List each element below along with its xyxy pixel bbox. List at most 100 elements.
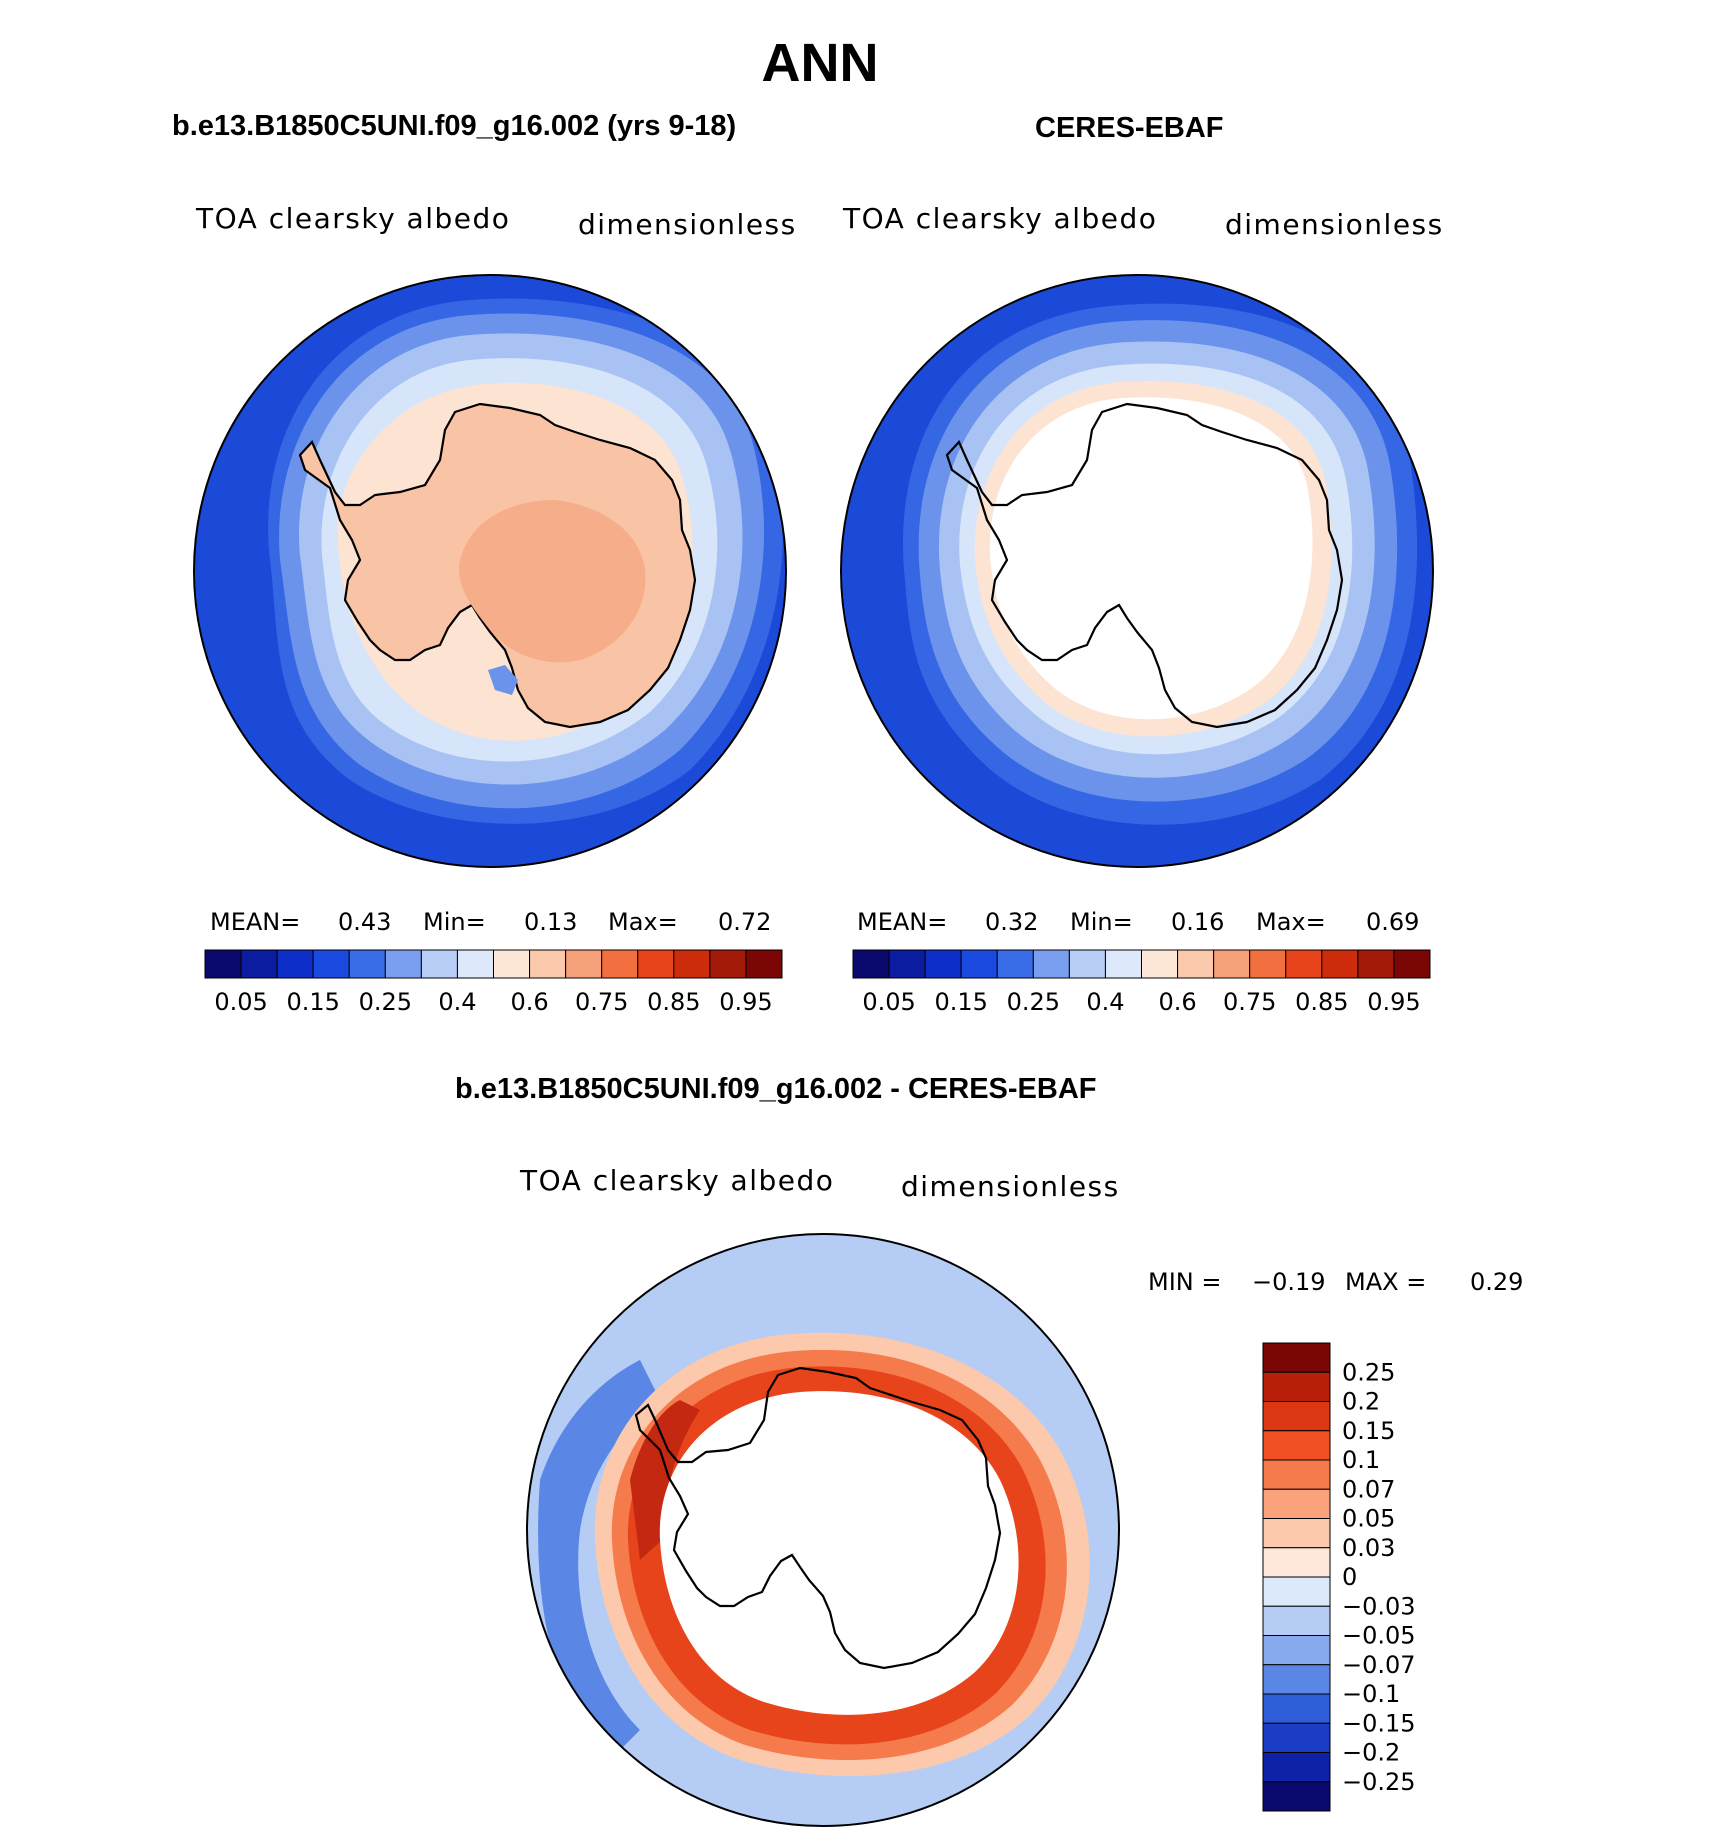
diff-colorbar-swatch	[1262, 1693, 1331, 1724]
diff-colorbar-tick-label: 0.15	[1342, 1417, 1395, 1445]
diff-colorbar-swatch	[1262, 1752, 1331, 1783]
diff-colorbar-tick-label: −0.1	[1342, 1680, 1400, 1708]
obs-colorbar-tick-label: 0.05	[862, 988, 915, 1016]
model-colorbar-tick-label: 0.05	[214, 988, 267, 1016]
obs-colorbar-tick-label: 0.4	[1086, 988, 1124, 1016]
model-colorbar-swatch	[312, 949, 350, 979]
diff-colorbar-tick-label: −0.05	[1342, 1622, 1416, 1650]
model-colorbar-swatch	[348, 949, 386, 979]
diff-colorbar-swatch	[1262, 1547, 1331, 1578]
diff-max-label: MAX =	[1345, 1268, 1427, 1296]
obs-colorbar-swatch	[996, 949, 1034, 979]
diff-colorbar-tick-label: 0.03	[1342, 1534, 1395, 1562]
diff-colorbar-swatch	[1262, 1781, 1331, 1812]
obs-missing	[989, 397, 1313, 720]
obs-colorbar-swatch	[1285, 949, 1323, 979]
model-interior	[459, 500, 646, 663]
diff-colorbar-tick-label: 0.1	[1342, 1446, 1380, 1474]
model-map-border	[193, 274, 787, 868]
obs-panel-title: CERES-EBAF	[1035, 112, 1224, 144]
obs-map-border	[840, 274, 1434, 868]
diff-colorbar-swatch	[1262, 1342, 1331, 1373]
model-variable-label: TOA clearsky albedo	[196, 202, 511, 235]
obs-colorbar-tick-label: 0.15	[934, 988, 987, 1016]
obs-colorbar-swatch	[1177, 949, 1215, 979]
obs-colorbar-tick-label: 0.6	[1158, 988, 1196, 1016]
diff-neg-west	[538, 1360, 660, 1760]
obs-map	[841, 275, 1433, 867]
model-colorbar-swatch	[709, 949, 747, 979]
model-units-label: dimensionless	[578, 208, 797, 241]
model-colorbar-tick-label: 0.85	[647, 988, 700, 1016]
diff-colorbar-tick-label: 0.2	[1342, 1388, 1380, 1416]
model-colorbar: 0.05 0.15 0.25 0.4 0.6 0.75 0.85 0.95	[204, 949, 783, 1016]
obs-units-label: dimensionless	[1225, 208, 1444, 241]
obs-colorbar-swatch	[1393, 949, 1431, 979]
diff-colorbar-swatch	[1262, 1430, 1331, 1461]
diff-min-label: MIN =	[1148, 1268, 1222, 1296]
obs-colorbar-tick-label: 0.95	[1367, 988, 1420, 1016]
diff-colorbar-swatch	[1262, 1635, 1331, 1666]
model-colorbar-swatch	[673, 949, 711, 979]
diff-max-value: 0.29	[1470, 1268, 1524, 1296]
model-min-value: 0.13	[524, 908, 578, 936]
diff-colorbar-swatch	[1262, 1518, 1331, 1549]
model-colorbar-swatch	[745, 949, 783, 979]
obs-colorbar-swatch	[960, 949, 998, 979]
diff-colorbar-swatch	[1262, 1371, 1331, 1402]
model-mean-label: MEAN=	[210, 908, 301, 936]
diff-units-label: dimensionless	[901, 1170, 1120, 1203]
model-colorbar-swatch	[276, 949, 314, 979]
diff-colorbar-swatch	[1262, 1605, 1331, 1636]
model-colorbar-swatch	[456, 949, 494, 979]
diff-colorbar-tick-label: −0.2	[1342, 1739, 1400, 1767]
diff-colorbar: 0.250.20.150.10.070.050.030−0.03−0.05−0.…	[1262, 1342, 1416, 1812]
obs-max-label: Max=	[1256, 908, 1326, 936]
model-panel-title: b.e13.B1850C5UNI.f09_g16.002 (yrs 9-18)	[172, 110, 737, 142]
obs-continent-outline	[945, 402, 1344, 729]
model-colorbar-tick-label: 0.15	[286, 988, 339, 1016]
obs-colorbar-tick-label: 0.85	[1295, 988, 1348, 1016]
diff-variable-label: TOA clearsky albedo	[520, 1164, 835, 1197]
diff-pos-strong	[630, 1400, 700, 1560]
page-title: ANN	[761, 33, 879, 93]
diff-colorbar-tick-label: 0.07	[1342, 1475, 1395, 1503]
model-colorbar-tick-label: 0.6	[510, 988, 548, 1016]
obs-colorbar-swatch	[1068, 949, 1106, 979]
obs-colorbar-tick-label: 0.25	[1007, 988, 1060, 1016]
obs-mean-value: 0.32	[985, 908, 1039, 936]
model-colorbar-swatch	[420, 949, 458, 979]
model-map	[194, 275, 786, 867]
model-max-label: Max=	[608, 908, 678, 936]
obs-colorbar-swatch	[1249, 949, 1287, 979]
diff-colorbar-tick-label: −0.15	[1342, 1709, 1416, 1737]
obs-colorbar-swatch	[1141, 949, 1179, 979]
diff-colorbar-tick-label: −0.03	[1342, 1592, 1416, 1620]
diff-colorbar-tick-label: 0.05	[1342, 1505, 1395, 1533]
model-colorbar-swatch	[493, 949, 531, 979]
diff-continent-outline	[634, 1366, 1002, 1670]
obs-colorbar-swatch	[1032, 949, 1070, 979]
obs-max-value: 0.69	[1366, 908, 1420, 936]
diff-colorbar-swatch	[1262, 1576, 1331, 1607]
model-ice-shelf	[488, 665, 518, 695]
diff-colorbar-swatch	[1262, 1488, 1331, 1519]
obs-variable-label: TOA clearsky albedo	[843, 202, 1158, 235]
obs-colorbar-swatch	[1321, 949, 1359, 979]
obs-min-label: Min=	[1070, 908, 1133, 936]
model-mean-value: 0.43	[338, 908, 392, 936]
diff-map-border	[526, 1233, 1120, 1827]
obs-colorbar-swatch	[1357, 949, 1395, 979]
diff-colorbar-swatch	[1262, 1664, 1331, 1695]
obs-colorbar-swatch	[924, 949, 962, 979]
diff-panel-title: b.e13.B1850C5UNI.f09_g16.002 - CERES-EBA…	[455, 1073, 1097, 1105]
obs-colorbar-swatch	[888, 949, 926, 979]
obs-colorbar-swatch	[1104, 949, 1142, 979]
model-colorbar-swatch	[240, 949, 278, 979]
model-min-label: Min=	[423, 908, 486, 936]
diff-missing	[659, 1391, 1019, 1715]
diff-map	[527, 1234, 1119, 1826]
model-colorbar-tick-label: 0.25	[359, 988, 412, 1016]
model-colorbar-tick-label: 0.75	[575, 988, 628, 1016]
